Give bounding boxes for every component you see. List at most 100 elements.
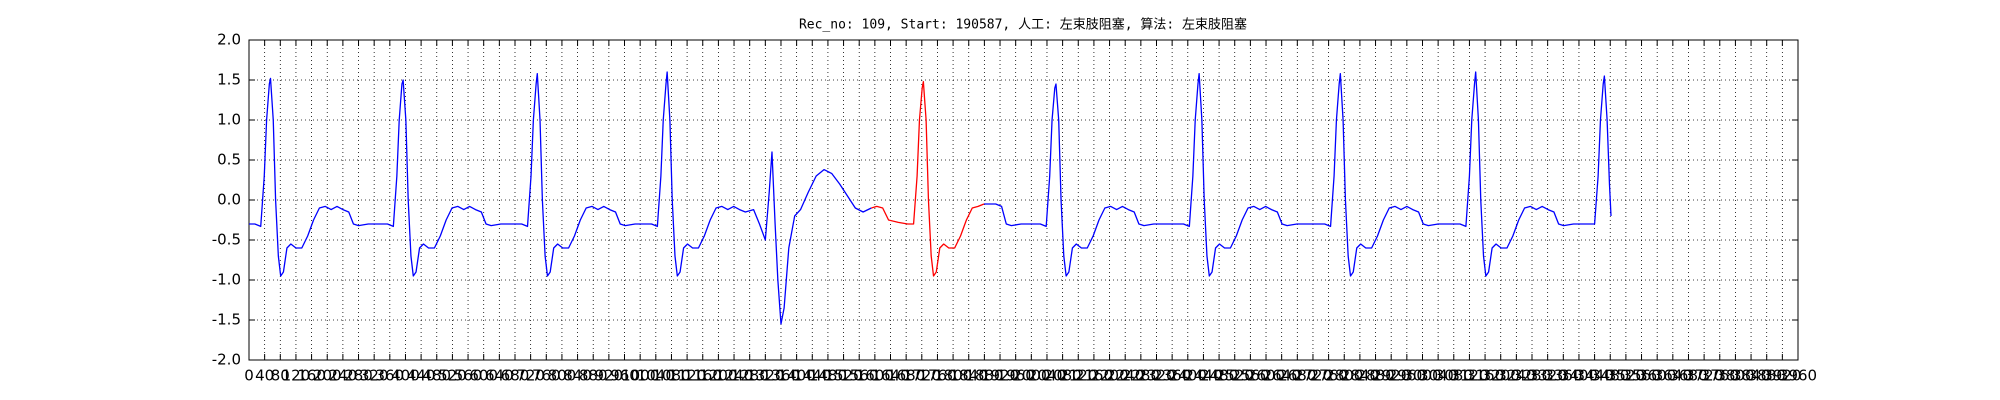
x-tick-label: 3920 bbox=[1763, 367, 1801, 385]
y-tick-label: 2.0 bbox=[217, 31, 241, 49]
x-tick-label: 2240 bbox=[1106, 367, 1144, 385]
chart-title: Rec_no: 109, Start: 190587, 人工: 左束肢阻塞, 算… bbox=[799, 17, 1247, 33]
x-tick-label: 160 bbox=[297, 367, 326, 385]
x-tick-label: 200 bbox=[313, 367, 342, 385]
x-tick-label: 1680 bbox=[887, 367, 925, 385]
x-tick-label: 1160 bbox=[684, 367, 722, 385]
x-tick-label: 280 bbox=[344, 367, 373, 385]
x-tick-label: 3840 bbox=[1732, 367, 1770, 385]
x-tick-label: 2720 bbox=[1294, 367, 1332, 385]
x-tick-label: 2480 bbox=[1200, 367, 1238, 385]
x-tick-label: 2040 bbox=[1028, 367, 1066, 385]
x-tick-label: 1440 bbox=[793, 367, 831, 385]
x-tick-label: 1280 bbox=[731, 367, 769, 385]
x-tick-label: 800 bbox=[548, 367, 577, 385]
x-tick-label: 3960 bbox=[1779, 367, 1817, 385]
x-tick-label: 2600 bbox=[1247, 367, 1285, 385]
x-tick-label: 1120 bbox=[668, 367, 706, 385]
x-tick-label: 2800 bbox=[1325, 367, 1363, 385]
x-tick-label: 3280 bbox=[1513, 367, 1551, 385]
x-tick-label: 1480 bbox=[809, 367, 847, 385]
x-tick-label: 960 bbox=[610, 367, 639, 385]
x-tick-label: 840 bbox=[563, 367, 592, 385]
x-tick-label: 3880 bbox=[1748, 367, 1786, 385]
x-tick-label: 3000 bbox=[1403, 367, 1441, 385]
x-tick-label: 1520 bbox=[824, 367, 862, 385]
ecg-line bbox=[871, 80, 985, 277]
x-tick-label: 1240 bbox=[715, 367, 753, 385]
x-tick-label: 920 bbox=[595, 367, 624, 385]
x-tick-label: 3440 bbox=[1576, 367, 1614, 385]
x-tick-label: 2680 bbox=[1278, 367, 1316, 385]
x-tick-label: 3200 bbox=[1482, 367, 1520, 385]
x-tick-label: 3480 bbox=[1591, 367, 1629, 385]
x-tick-label: 0 bbox=[244, 367, 254, 385]
x-tick-label: 1840 bbox=[950, 367, 988, 385]
x-tick-label: 1880 bbox=[965, 367, 1003, 385]
x-tick-label: 2400 bbox=[1169, 367, 1207, 385]
x-tick-label: 1800 bbox=[934, 367, 972, 385]
x-tick-label: 360 bbox=[375, 367, 404, 385]
x-tick-label: 2920 bbox=[1372, 367, 1410, 385]
x-tick-label: 2640 bbox=[1263, 367, 1301, 385]
y-tick-label: 1.0 bbox=[217, 111, 241, 129]
x-tick-label: 760 bbox=[532, 367, 561, 385]
y-tick-label: -2.0 bbox=[212, 351, 241, 369]
x-tick-label: 40 bbox=[255, 367, 274, 385]
x-tick-label: 1600 bbox=[856, 367, 894, 385]
x-tick-label: 1640 bbox=[871, 367, 909, 385]
x-tick-label: 3320 bbox=[1529, 367, 1567, 385]
x-tick-label: 1000 bbox=[621, 367, 659, 385]
x-tick-label: 1920 bbox=[981, 367, 1019, 385]
x-tick-label: 2120 bbox=[1059, 367, 1097, 385]
x-tick-label: 320 bbox=[360, 367, 389, 385]
y-tick-label: 0.0 bbox=[217, 191, 241, 209]
y-tick-label: 0.5 bbox=[217, 151, 241, 169]
x-tick-label: 3760 bbox=[1701, 367, 1739, 385]
x-tick-label: 2560 bbox=[1231, 367, 1269, 385]
x-tick-label: 1400 bbox=[778, 367, 816, 385]
x-tick-label: 720 bbox=[516, 367, 545, 385]
x-tick-label: 400 bbox=[391, 367, 420, 385]
x-tick-label: 2080 bbox=[1044, 367, 1082, 385]
x-tick-label: 1560 bbox=[840, 367, 878, 385]
x-tick-label: 3240 bbox=[1497, 367, 1535, 385]
y-tick-label: 1.5 bbox=[217, 71, 241, 89]
x-tick-label: 680 bbox=[501, 367, 530, 385]
x-tick-label: 1760 bbox=[918, 367, 956, 385]
x-tick-label: 2880 bbox=[1356, 367, 1394, 385]
x-tick-label: 1080 bbox=[652, 367, 690, 385]
x-tick-label: 3120 bbox=[1450, 367, 1488, 385]
x-tick-label: 2000 bbox=[1012, 367, 1050, 385]
x-tick-label: 2520 bbox=[1216, 367, 1254, 385]
x-tick-label: 3160 bbox=[1466, 367, 1504, 385]
x-tick-label: 1720 bbox=[903, 367, 941, 385]
y-tick-label: -1.5 bbox=[212, 311, 241, 329]
x-tick-label: 2760 bbox=[1310, 367, 1348, 385]
x-tick-label: 240 bbox=[329, 367, 358, 385]
x-tick-label: 2320 bbox=[1137, 367, 1175, 385]
x-tick-label: 120 bbox=[282, 367, 311, 385]
x-tick-label: 2960 bbox=[1388, 367, 1426, 385]
x-tick-label: 1040 bbox=[637, 367, 675, 385]
x-tick-label: 3720 bbox=[1685, 367, 1723, 385]
x-tick-label: 600 bbox=[469, 367, 498, 385]
x-tick-label: 3600 bbox=[1638, 367, 1676, 385]
x-tick-label: 3800 bbox=[1716, 367, 1754, 385]
y-tick-label: -1.0 bbox=[212, 271, 241, 289]
x-tick-label: 1200 bbox=[699, 367, 737, 385]
x-tick-label: 3520 bbox=[1607, 367, 1645, 385]
x-tick-label: 520 bbox=[438, 367, 467, 385]
x-tick-label: 560 bbox=[454, 367, 483, 385]
x-tick-label: 880 bbox=[579, 367, 608, 385]
x-tick-label: 1360 bbox=[762, 367, 800, 385]
x-tick-label: 2160 bbox=[1075, 367, 1113, 385]
x-tick-label: 3400 bbox=[1560, 367, 1598, 385]
x-tick-label: 1960 bbox=[997, 367, 1035, 385]
x-tick-label: 80 bbox=[271, 367, 290, 385]
x-tick-label: 480 bbox=[422, 367, 451, 385]
x-tick-label: 3680 bbox=[1669, 367, 1707, 385]
x-tick-label: 640 bbox=[485, 367, 514, 385]
x-tick-label: 1320 bbox=[746, 367, 784, 385]
